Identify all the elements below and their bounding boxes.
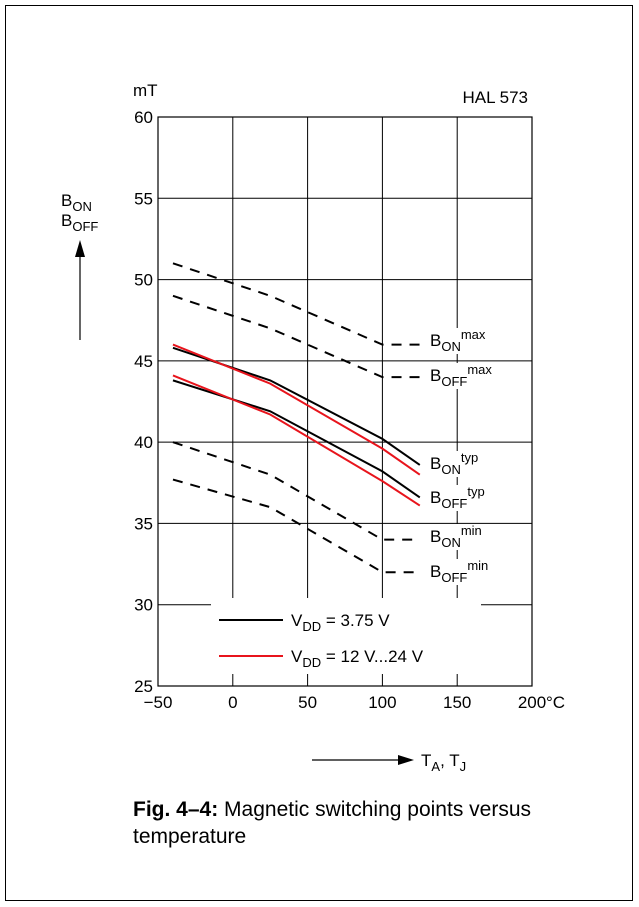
series-label-0: BONmax [430, 327, 486, 354]
y-axis-label-on-main: B [61, 191, 72, 210]
series-label-7-sub: OFF [441, 570, 467, 585]
series-label-6-sub: ON [441, 535, 461, 550]
series-label-4-sup: typ [467, 484, 484, 499]
y-tick-label: 45 [134, 352, 153, 371]
series-label-1: BOFFmax [430, 362, 492, 389]
x-tick-label: −50 [144, 693, 173, 712]
series-label-7-main: B [430, 562, 441, 581]
x-tick-label: 0 [228, 693, 237, 712]
y-axis-label-on: BON [61, 191, 92, 214]
figure-frame [5, 5, 633, 901]
series-line-7 [172, 478, 420, 574]
series-label-bg [426, 559, 512, 585]
y-tick-label: 35 [134, 514, 153, 533]
x-axis-label-main: , T [440, 751, 460, 770]
series-label-2: BONtyp [430, 450, 478, 477]
series-line-0 [172, 262, 420, 346]
series-label-4: BOFFtyp [430, 484, 485, 511]
x-unit-label: °C [546, 693, 565, 712]
caption-label: Fig. 4–4: [133, 798, 219, 821]
series-label-1-main: B [430, 366, 441, 385]
series-label-bg [426, 363, 512, 389]
y-axis-label-off-main: B [61, 211, 72, 230]
series-label-0-main: B [430, 331, 441, 350]
series-label-1-sub: OFF [441, 374, 467, 389]
series-label-7-sup: min [467, 558, 488, 573]
series-label-6-sup: min [461, 523, 482, 538]
x-axis-label: TA, TJ [421, 751, 466, 774]
y-tick-label: 50 [134, 271, 153, 290]
x-tick-label: 50 [298, 693, 317, 712]
legend-label-0: VDD = 3.75 V [291, 611, 390, 634]
x-tick-label: 200 [518, 693, 546, 712]
y-tick-label: 60 [134, 108, 153, 127]
series-label-6-main: B [430, 527, 441, 546]
series-line-3 [172, 343, 421, 476]
series-label-4-sub: OFF [441, 496, 467, 511]
figure-caption: Fig. 4–4: Magnetic switching points vers… [133, 796, 553, 850]
series-label-7: BOFFmin [430, 558, 488, 585]
caption-text: Magnetic switching points versus tempera… [133, 798, 532, 848]
legend-label-main: V [291, 611, 303, 630]
x-axis-label-sub: A [431, 759, 440, 774]
plot-frame [157, 116, 533, 687]
series-label-0-sub: ON [441, 339, 461, 354]
series-label-bg [426, 451, 512, 477]
series-label-bg [426, 524, 512, 550]
series-label-0-sup: max [461, 327, 486, 342]
y-axis-label-off: BOFF [61, 211, 98, 234]
legend-label-sub: DD [302, 619, 321, 634]
y-tick-label: 25 [134, 677, 153, 696]
x-tick-label: 100 [368, 693, 396, 712]
series-label-4-main: B [430, 488, 441, 507]
series-label-6: BONmin [430, 523, 482, 550]
legend-label-text: = 12 V...24 V [321, 647, 424, 666]
x-tick-label: 150 [443, 693, 471, 712]
series-line-5 [172, 374, 421, 507]
y-axis-label-off-sub: OFF [72, 219, 98, 234]
y-axis-arrow-head [75, 240, 85, 257]
y-tick-label: 40 [134, 433, 153, 452]
series-line-1 [172, 294, 420, 379]
x-axis-arrow-head [398, 755, 414, 765]
x-axis-label-sub: J [460, 759, 467, 774]
legend-label-1: VDD = 12 V...24 V [291, 647, 424, 670]
series-label-2-sup: typ [461, 450, 478, 465]
y-tick-label: 55 [134, 189, 153, 208]
series-label-bg [426, 485, 512, 511]
x-axis-label-main: T [421, 751, 431, 770]
series-label-bg [426, 328, 512, 354]
chart-title: HAL 573 [462, 88, 528, 107]
series-line-6 [172, 441, 420, 541]
legend-label-sub: DD [302, 655, 321, 670]
series-label-2-main: B [430, 454, 441, 473]
legend-box [211, 598, 481, 674]
y-axis-label-on-sub: ON [72, 199, 92, 214]
legend-label-main: V [291, 647, 303, 666]
series-label-2-sub: ON [441, 462, 461, 477]
series-label-1-sup: max [467, 362, 492, 377]
y-tick-label: 30 [134, 596, 153, 615]
legend-label-text: = 3.75 V [321, 611, 390, 630]
y-unit-label: mT [133, 81, 158, 100]
